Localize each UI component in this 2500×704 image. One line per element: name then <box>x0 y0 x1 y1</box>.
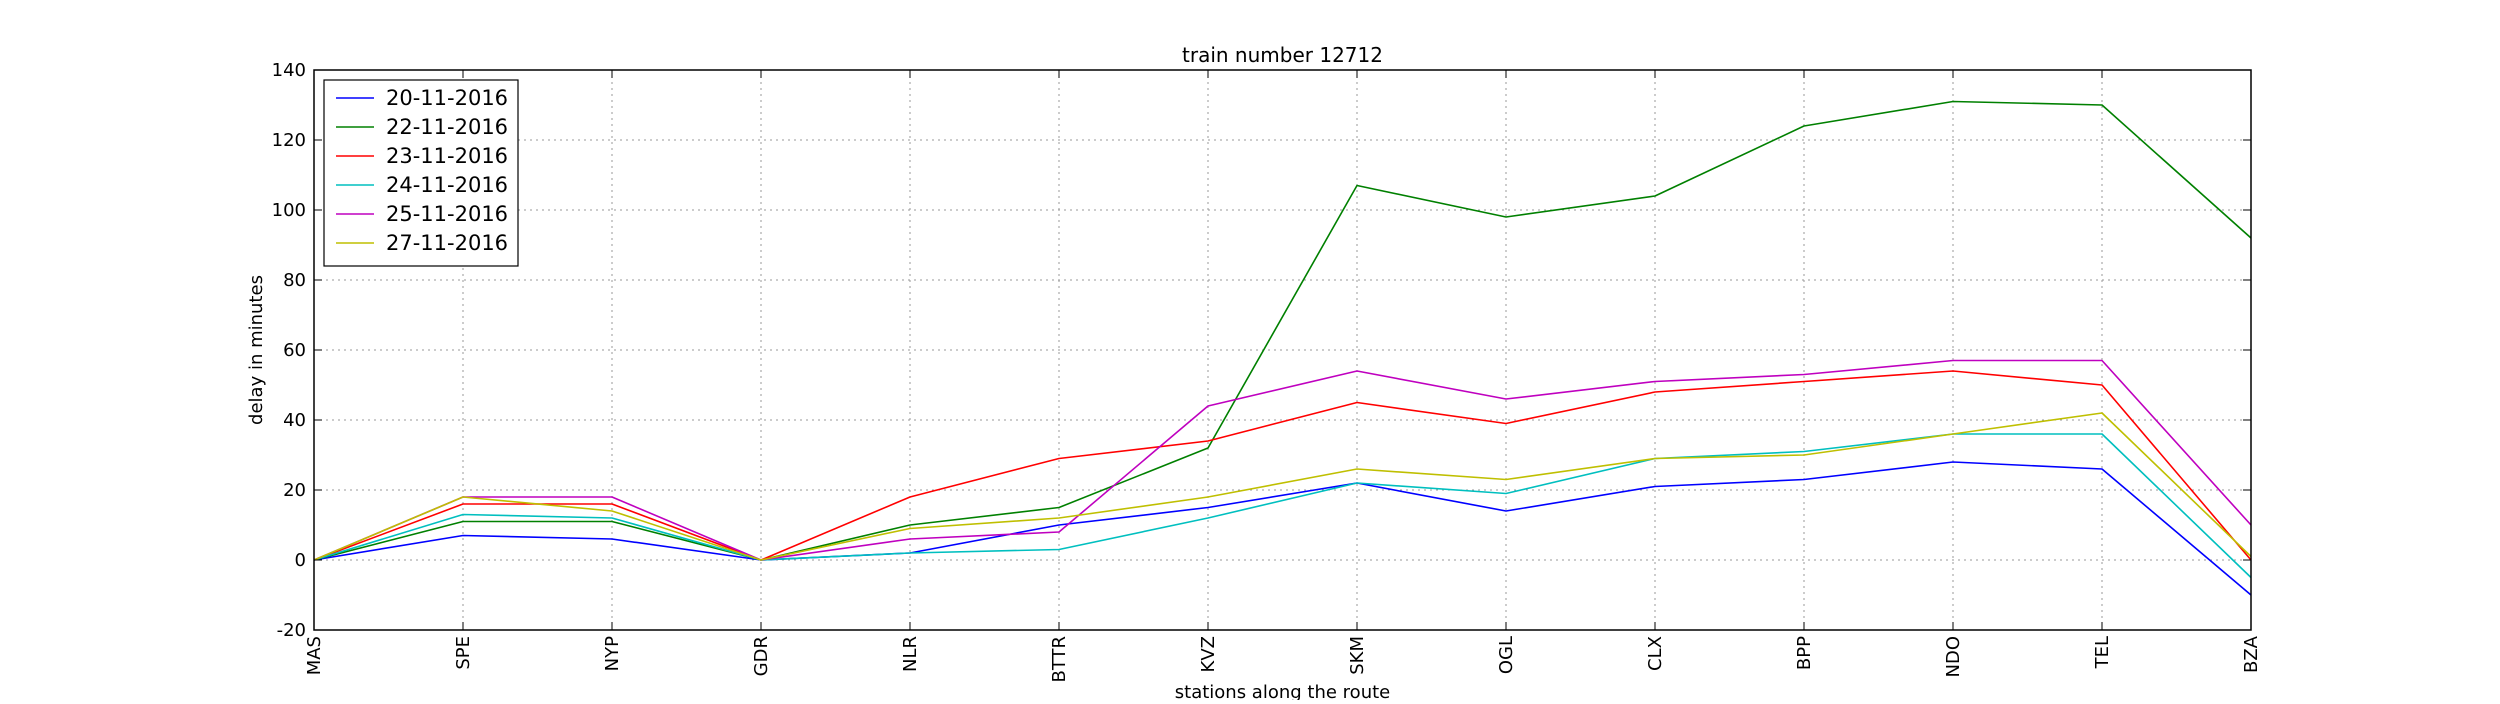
y-tick-label: 100 <box>272 200 306 221</box>
x-tick-label: GDR <box>751 636 772 676</box>
x-tick-label: MAS <box>304 636 325 675</box>
legend-label: 23-11-2016 <box>386 144 508 168</box>
y-tick-label: 60 <box>283 340 306 361</box>
y-tick-label: 140 <box>272 60 306 81</box>
x-tick-label: NDO <box>1943 636 1964 678</box>
ticks-layer: -20 0 20 40 60 80 100 120 140 MAS SPE NYP GDR NLR BTTR… <box>272 60 2262 683</box>
legend-label: 25-11-2016 <box>386 202 508 226</box>
series-line-22-11-2016 <box>313 100 2252 561</box>
x-tick-label: SPE <box>453 636 474 670</box>
y-tick-label: 40 <box>283 410 306 431</box>
chart-title: train number 12712 <box>1182 43 1383 67</box>
legend-label: 22-11-2016 <box>386 115 508 139</box>
series-line-24-11-2016 <box>313 433 2252 579</box>
grid-layer <box>313 69 2252 631</box>
y-axis-label: delay in minutes <box>246 275 267 425</box>
x-tick-label: NYP <box>602 636 623 671</box>
series-line-25-11-2016 <box>313 359 2252 561</box>
x-axis-label: stations along the route <box>1175 682 1390 700</box>
x-tick-label: NLR <box>900 636 921 672</box>
x-tick-label: BZA <box>2241 635 2262 673</box>
legend-label: 27-11-2016 <box>386 231 508 255</box>
y-tick-label: 120 <box>272 130 306 151</box>
plot-frame <box>313 69 2252 631</box>
y-tick-label: -20 <box>277 620 306 641</box>
series-layer <box>313 100 2252 596</box>
x-tick-label: SKM <box>1347 636 1368 675</box>
series-line-23-11-2016 <box>313 370 2252 561</box>
x-tick-label: BPP <box>1794 636 1815 670</box>
series-line-27-11-2016 <box>313 412 2252 561</box>
x-tick-label: KVZ <box>1198 636 1219 672</box>
x-tick-label: TEL <box>2092 636 2113 669</box>
legend: 20-11-2016 22-11-2016 23-11-2016 24-11-2016… <box>323 79 519 267</box>
legend-label: 20-11-2016 <box>386 86 508 110</box>
legend-box <box>323 79 519 267</box>
series-line-20-11-2016 <box>313 461 2252 596</box>
x-tick-label: OGL <box>1496 636 1517 674</box>
y-tick-label: 80 <box>283 270 306 291</box>
legend-label: 24-11-2016 <box>386 173 508 197</box>
y-tick-label: 0 <box>295 550 306 571</box>
x-tick-label: CLX <box>1645 636 1666 671</box>
x-tick-label: BTTR <box>1049 636 1070 683</box>
y-tick-label: 20 <box>283 480 306 501</box>
